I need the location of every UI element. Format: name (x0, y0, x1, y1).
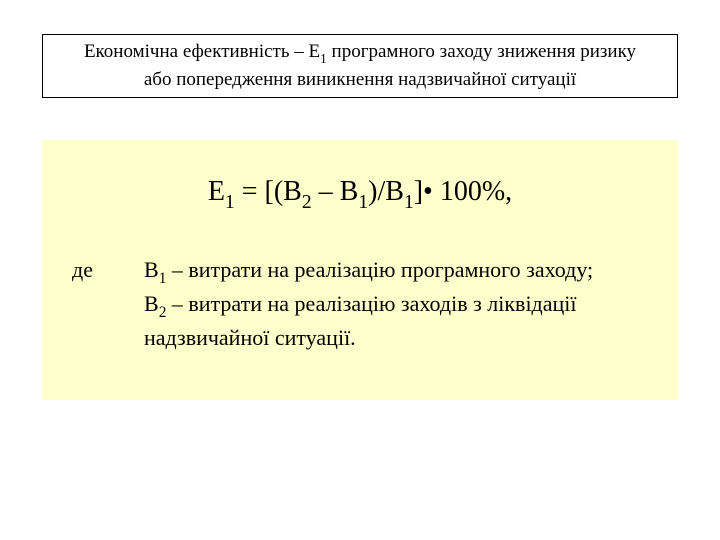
def2-pre: В (144, 291, 159, 316)
formula-B2-sub: 2 (302, 192, 312, 213)
def2-post: – витрати на реалізацію заходів з ліквід… (166, 291, 576, 316)
formula-B2: В (283, 176, 302, 207)
def-row-2: В2 – витрати на реалізацію заходів з лік… (144, 289, 648, 323)
formula-B1a: В (340, 176, 359, 207)
def1-post: – витрати на реалізацію програмного захо… (166, 257, 593, 282)
formula: Е1 = [(В2 – В1)/В1]• 100%, (72, 176, 648, 213)
definitions: де В1 – витрати на реалізацію програмног… (72, 255, 648, 353)
formula-eq-open: = [( (235, 176, 283, 207)
header-text: Економічна ефективність – Е1 програмного… (84, 39, 636, 92)
formula-E-sub: 1 (225, 192, 235, 213)
body-box: Е1 = [(В2 – В1)/В1]• 100%, де В1 – витра… (42, 140, 678, 400)
def-row-3: надзвичайної ситуації. (144, 323, 648, 353)
header-box: Економічна ефективність – Е1 програмного… (42, 34, 678, 98)
defs-body: В1 – витрати на реалізацію програмного з… (144, 255, 648, 353)
formula-minus: – (312, 176, 340, 207)
formula-B1a-sub: 1 (358, 192, 368, 213)
formula-close: ]• 100%, (414, 176, 512, 207)
header-line1-sub: 1 (320, 51, 327, 66)
header-line1-post: програмного заходу зниження ризику (327, 41, 636, 62)
header-line2: або попередження виникнення надзвичайної… (144, 69, 576, 90)
formula-B1b-sub: 1 (404, 192, 414, 213)
formula-mid: )/ (368, 176, 385, 207)
defs-where: де (72, 255, 144, 353)
def1-pre: В (144, 257, 159, 282)
formula-B1b: В (385, 176, 404, 207)
def1-sub: 1 (159, 270, 167, 287)
def-row-1: В1 – витрати на реалізацію програмного з… (144, 255, 648, 289)
header-line1-pre: Економічна ефективність – Е (84, 41, 320, 62)
formula-E: Е (208, 176, 225, 207)
def2-sub: 2 (159, 304, 167, 321)
